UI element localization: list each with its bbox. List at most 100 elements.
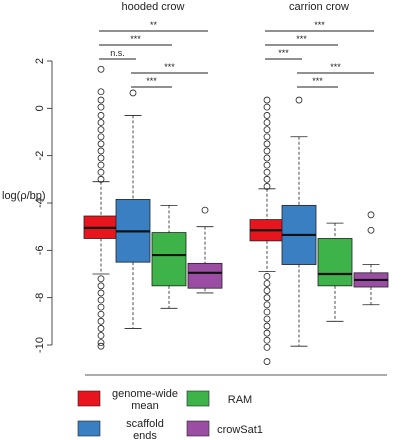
legend-swatch [77, 420, 101, 437]
outlier-point [97, 154, 105, 162]
box-scaffold-ends [115, 89, 151, 329]
outlier-point [97, 175, 105, 183]
outlier-point [263, 336, 271, 344]
outlier-point [367, 211, 375, 219]
outlier-point [97, 119, 105, 126]
y-tick-label: -8 [34, 293, 46, 303]
box-genome-wide-mean [249, 96, 285, 365]
outlier-point [97, 317, 105, 325]
outlier-point [263, 358, 271, 365]
outlier-point [97, 96, 105, 104]
box-genome-wide-mean [83, 65, 119, 350]
significance-label: *** [314, 20, 325, 30]
outlier-point [97, 342, 105, 350]
legend-label: RAM [228, 394, 252, 406]
outlier-point [263, 103, 271, 111]
outlier-point [263, 154, 271, 162]
outlier-point [263, 183, 271, 190]
legend-swatch [186, 390, 210, 407]
outlier-point [97, 168, 105, 176]
outlier-point [263, 272, 271, 280]
group-1: carrion crow *** *** *** *** *** [249, 1, 389, 365]
box-crowSat1 [353, 211, 389, 306]
outlier-point [263, 140, 271, 148]
outlier-point [97, 296, 105, 304]
outlier-point [97, 332, 105, 339]
y-axis-label: log(ρ/bp) [2, 190, 46, 202]
outlier-point [263, 322, 271, 330]
significance-label: ** [150, 20, 158, 30]
outlier-point [129, 89, 137, 97]
outlier-point [367, 226, 375, 234]
outlier-point [97, 126, 105, 134]
box-body [151, 232, 187, 287]
legend-label: scaffold ends [126, 418, 164, 440]
outlier-point [263, 175, 271, 183]
outlier-point [97, 103, 105, 111]
outlier-point [97, 133, 105, 141]
outlier-point [97, 161, 105, 169]
box-body [317, 238, 353, 287]
outlier-point [263, 168, 271, 176]
outlier-point [97, 325, 105, 332]
y-tick-label: -6 [34, 245, 46, 255]
y-tick-label: 2 [34, 58, 46, 64]
outlier-point [263, 147, 271, 155]
outlier-point [97, 112, 105, 119]
box-body [187, 262, 223, 289]
outlier-point [97, 339, 105, 347]
significance-label: *** [146, 76, 157, 86]
outlier-point [97, 289, 105, 297]
outlier-point [263, 308, 271, 316]
outlier-point [263, 112, 271, 119]
outlier-point [263, 126, 271, 134]
significance-label: *** [130, 34, 141, 44]
box-scaffold-ends [281, 96, 317, 347]
outlier-point [263, 329, 271, 337]
outlier-point [263, 133, 271, 141]
outlier-point [97, 282, 105, 290]
group-title: hooded crow [122, 1, 185, 13]
group-title: carrion crow [289, 1, 349, 13]
outlier-point [295, 96, 303, 104]
y-tick-label: -4 [34, 198, 46, 208]
group-0: hooded crow*****n.s.****** [83, 1, 223, 350]
y-axis: 2 0 -2 -4 -6 -8 -10 [34, 58, 53, 353]
outlier-point [263, 294, 271, 302]
legend-label: genome-wide mean [112, 388, 178, 412]
outlier-point [97, 88, 105, 96]
y-tick-label: 0 [34, 105, 46, 111]
outlier-point [263, 96, 271, 104]
outlier-point [263, 301, 271, 309]
outlier-point [97, 303, 105, 311]
y-tick-label: -2 [34, 151, 46, 161]
outlier-point [263, 287, 271, 294]
outlier-point [97, 147, 105, 155]
outlier-point [263, 315, 271, 323]
significance-label: *** [296, 34, 307, 44]
box-RAM [317, 222, 353, 322]
significance-label: *** [312, 76, 323, 86]
significance-label: *** [164, 62, 175, 72]
legend-label: crowSat1 [217, 424, 263, 436]
outlier-point [97, 310, 105, 318]
outlier-point [97, 65, 105, 73]
outlier-point [263, 343, 271, 351]
legend: genome-wide mean scaffold ends RAM crowSat1 [77, 388, 263, 440]
outlier-point [263, 161, 271, 169]
plot-area: hooded crow*****n.s.******carrion crow**… [83, 1, 389, 365]
outlier-point [97, 275, 105, 283]
legend-swatch [186, 420, 210, 437]
outlier-point [263, 280, 271, 287]
box-RAM [151, 204, 187, 309]
legend-swatch [77, 390, 101, 407]
significance-label: n.s. [110, 48, 125, 58]
significance-label: *** [278, 48, 289, 58]
y-tick-label: -10 [34, 337, 46, 353]
box-crowSat1 [187, 206, 223, 294]
significance-label: *** [330, 62, 341, 72]
outlier-point [201, 206, 209, 214]
outlier-point [97, 140, 105, 148]
outlier-point [263, 119, 271, 126]
